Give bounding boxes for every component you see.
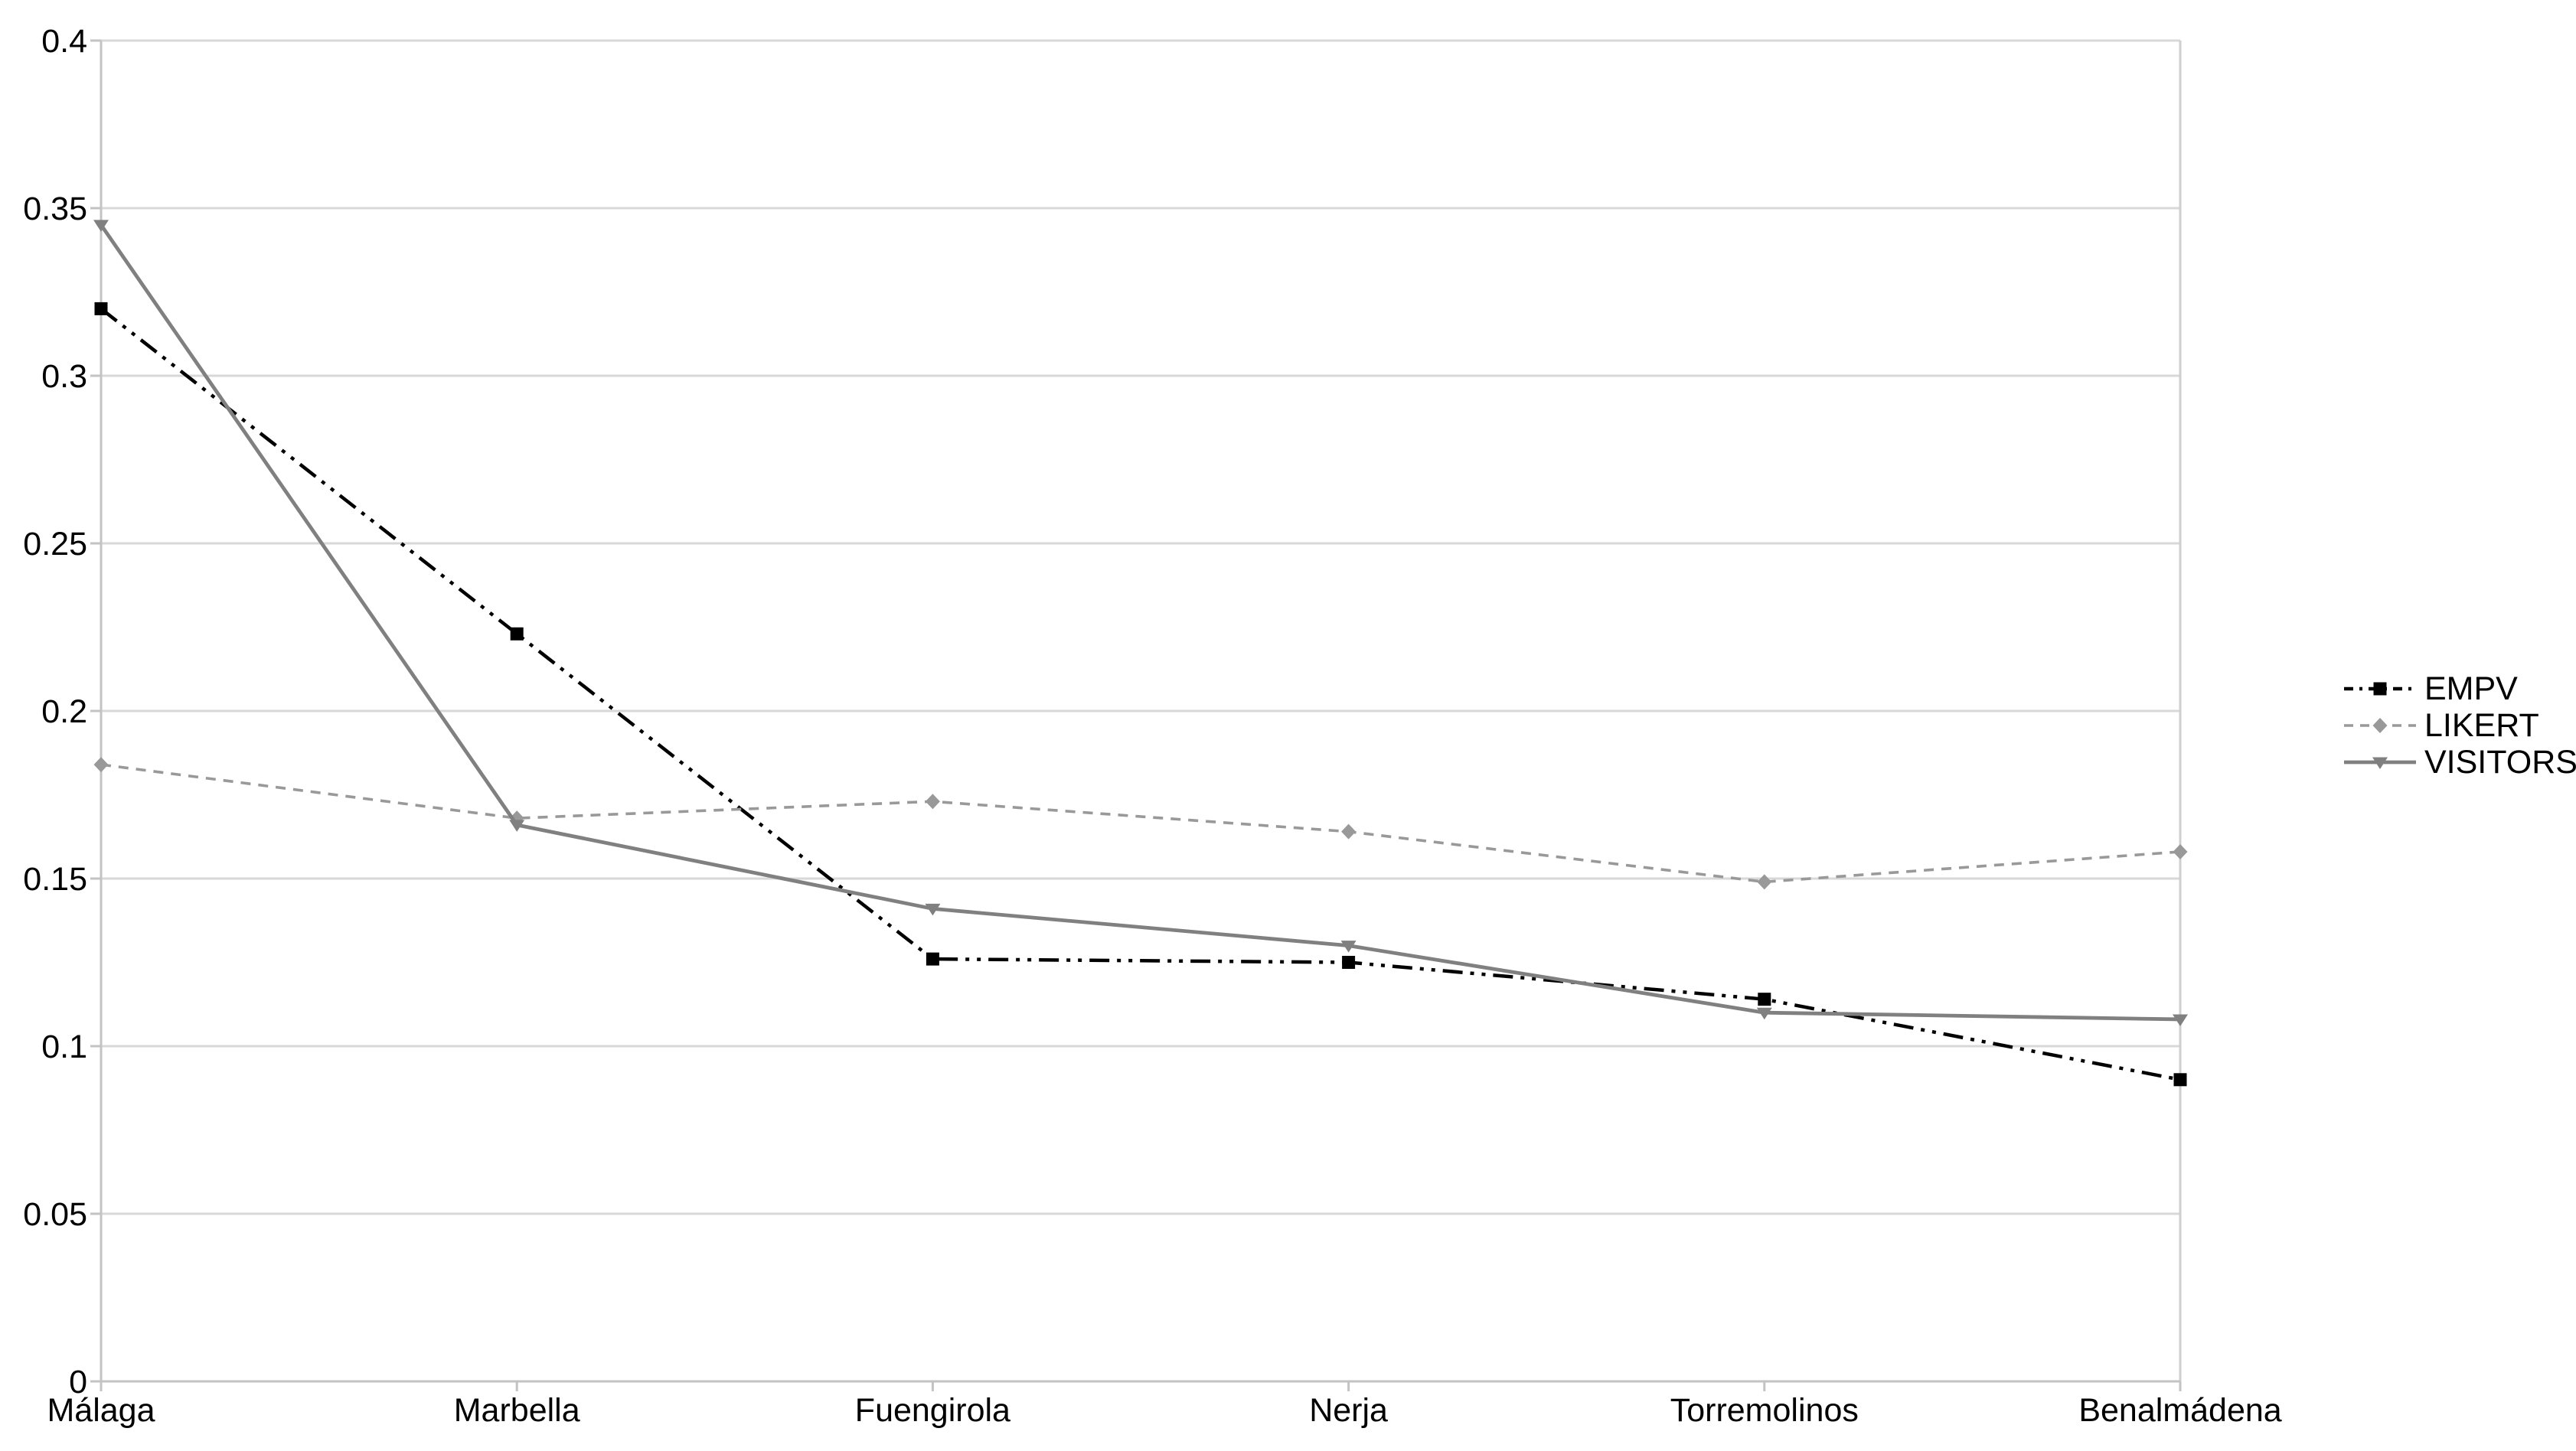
data-point-visitors-0[interactable] (93, 220, 109, 232)
data-point-likert-5[interactable] (2173, 843, 2188, 859)
x-tick-label: Torremolinos (1670, 1392, 1859, 1429)
data-point-empv-4[interactable] (1758, 993, 1771, 1006)
legend-swatch-empv (2344, 682, 2416, 696)
legend-swatch-likert (2344, 718, 2416, 733)
data-point-likert-0[interactable] (93, 757, 109, 773)
legend-item-likert[interactable]: LIKERT (2343, 707, 2576, 744)
legend-marker-visitors[interactable] (2372, 757, 2388, 770)
series-line-visitors[interactable] (100, 223, 2181, 1022)
y-tick-label: 0.2 (41, 693, 87, 730)
data-point-likert-3[interactable] (1341, 823, 1357, 840)
data-point-likert-2[interactable] (925, 794, 940, 810)
y-tick-label: 0 (69, 1364, 87, 1400)
y-tick-label: 0.25 (23, 526, 87, 562)
y-tick-label: 0.1 (41, 1029, 87, 1065)
legend-label-visitors: VISITORS (2424, 743, 2576, 781)
y-tick-label: 0.15 (23, 861, 87, 898)
series-line-empv[interactable] (100, 307, 2181, 1082)
data-point-visitors-2[interactable] (925, 903, 941, 916)
data-point-empv-0[interactable] (94, 302, 108, 315)
data-point-visitors-5[interactable] (2173, 1014, 2188, 1026)
data-point-empv-3[interactable] (1342, 956, 1356, 969)
legend-marker-likert[interactable] (2372, 718, 2388, 733)
x-tick-label: Málaga (47, 1392, 155, 1429)
legend-label-empv: EMPV (2424, 670, 2518, 707)
legend-swatch-visitors (2344, 757, 2416, 770)
data-point-empv-1[interactable] (510, 627, 524, 641)
legend-label-likert: LIKERT (2424, 706, 2539, 744)
data-point-visitors-3[interactable] (1340, 941, 1357, 953)
data-point-empv-5[interactable] (2173, 1073, 2187, 1087)
data-point-likert-4[interactable] (1757, 874, 1772, 890)
y-tick-label: 0.4 (41, 23, 87, 60)
x-tick-label: Marbella (454, 1392, 580, 1429)
legend-item-empv[interactable]: EMPV (2343, 670, 2576, 707)
y-tick-label: 0.35 (23, 191, 87, 227)
data-point-visitors-1[interactable] (509, 820, 525, 832)
y-tick-label: 0.3 (41, 358, 87, 395)
x-tick-label: Benalmádena (2078, 1392, 2281, 1429)
legend: EMPV LIKERT VISITORS (2343, 670, 2576, 781)
legend-marker-empv[interactable] (2373, 682, 2387, 696)
series-line-likert[interactable] (100, 763, 2181, 884)
x-tick-label: Nerja (1309, 1392, 1388, 1429)
x-tick-label: Fuengirola (855, 1392, 1010, 1429)
data-point-visitors-4[interactable] (1756, 1007, 1772, 1020)
y-tick-label: 0.05 (23, 1196, 87, 1233)
legend-item-visitors[interactable]: VISITORS (2343, 744, 2576, 781)
data-point-empv-2[interactable] (926, 952, 939, 966)
